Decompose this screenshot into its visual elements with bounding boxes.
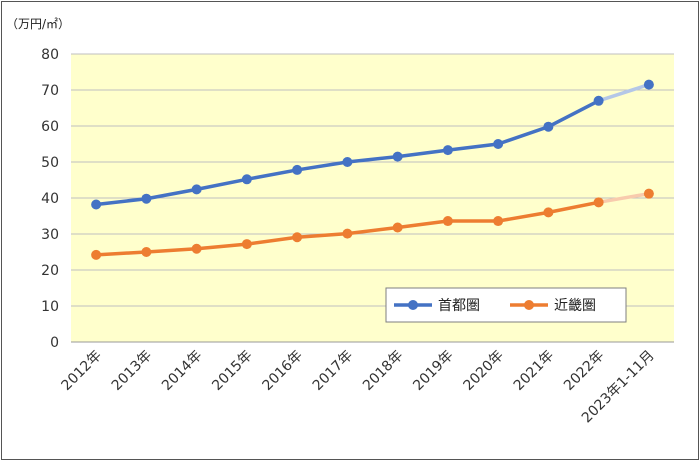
- series-1: [91, 79, 654, 210]
- x-tick-label: 2013年: [109, 348, 155, 394]
- legend-swatch-marker: [408, 300, 418, 310]
- data-point: [342, 228, 353, 239]
- y-axis-ticks: 0 10 20 30 40 50 60 70 80: [41, 47, 59, 351]
- data-point: [241, 174, 252, 185]
- data-point: [392, 151, 403, 162]
- data-point: [91, 199, 102, 210]
- series-line-segment: [144, 247, 199, 254]
- series-line-segment: [245, 168, 299, 182]
- series-line-segment: [345, 225, 400, 236]
- series-line-segment: [546, 99, 601, 129]
- data-point: [191, 184, 202, 195]
- x-tick-label: 2021年: [511, 348, 557, 394]
- series-line-segment: [94, 250, 149, 257]
- y-tick-label: 50: [41, 155, 59, 171]
- data-point: [292, 232, 303, 243]
- series-line-segment: [295, 231, 350, 239]
- series-line-segment: [496, 210, 551, 223]
- series-line-segment: [345, 154, 400, 164]
- legend: 首都圏 近畿圏: [385, 287, 627, 323]
- data-point: [643, 188, 654, 199]
- series-line-segment: [94, 196, 149, 207]
- x-tick-label: 2017年: [310, 348, 356, 394]
- series-line-segment: [446, 142, 500, 152]
- data-point: [543, 121, 554, 132]
- x-tick-label: 2016年: [260, 348, 306, 394]
- data-point: [342, 157, 353, 167]
- y-tick-label: 60: [41, 119, 59, 135]
- series-line-segment: [546, 200, 601, 215]
- x-tick-label: 2019年: [410, 348, 456, 394]
- data-point: [593, 95, 604, 106]
- data-point: [292, 164, 303, 175]
- series-2: [91, 188, 654, 260]
- data-point: [442, 216, 453, 227]
- data-point: [241, 239, 252, 250]
- data-point: [442, 145, 453, 156]
- x-tick-label: 2014年: [159, 348, 205, 394]
- series-line-segment: [245, 235, 299, 246]
- series-group: [91, 79, 654, 260]
- series-line-segment: [295, 160, 350, 172]
- series-line-segment: [194, 177, 249, 192]
- x-tick-label: 2012年: [59, 348, 105, 394]
- y-tick-label: 20: [41, 263, 59, 279]
- data-point: [643, 79, 654, 90]
- data-point: [493, 139, 504, 149]
- data-point: [493, 216, 504, 227]
- x-axis-ticks: 2012年 2013年 2014年 2015年 2016年 2017年 2018年 2019年…: [59, 348, 658, 427]
- y-tick-label: 70: [41, 83, 59, 99]
- data-point: [543, 207, 554, 218]
- y-axis-unit-label: （万円/㎡）: [6, 17, 70, 31]
- data-point: [91, 249, 102, 260]
- y-tick-label: 30: [41, 227, 59, 243]
- series-line-segment: [395, 148, 450, 159]
- series-line-segment: [496, 124, 551, 146]
- legend-swatch-marker: [524, 300, 534, 310]
- gridlines: [71, 53, 674, 343]
- y-tick-label: 10: [41, 299, 59, 315]
- y-tick-label: 40: [41, 191, 59, 207]
- series-line-segment: [144, 187, 199, 201]
- series-line-segment: [395, 219, 450, 230]
- x-tick-label: 2022年: [561, 348, 607, 394]
- x-tick-label: 2020年: [461, 348, 507, 394]
- data-point: [392, 222, 403, 233]
- data-point: [141, 193, 152, 204]
- series-projected-segment: [596, 82, 651, 103]
- x-tick-label: 2018年: [360, 348, 406, 394]
- y-tick-label: 80: [41, 47, 59, 63]
- series-projected-segment: [596, 191, 651, 205]
- legend-label: 首都圏: [438, 298, 480, 314]
- data-point: [191, 243, 202, 254]
- legend-label: 近畿圏: [554, 298, 596, 314]
- data-point: [593, 197, 604, 208]
- x-tick-label: 2015年: [209, 348, 255, 394]
- y-tick-label: 0: [50, 335, 59, 351]
- data-point: [141, 247, 152, 257]
- series-line-segment: [194, 242, 249, 251]
